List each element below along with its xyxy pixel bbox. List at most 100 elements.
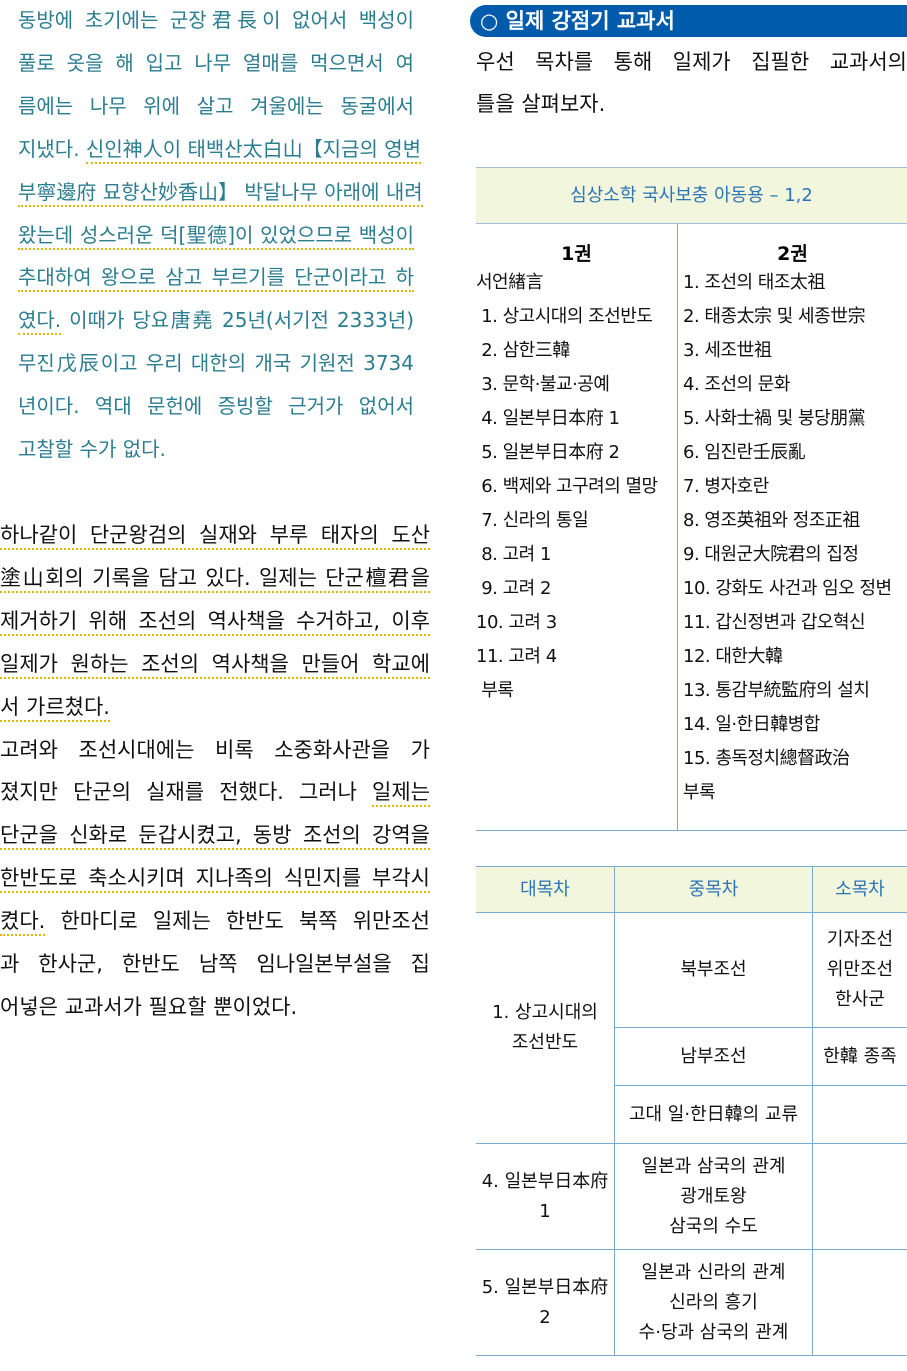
- text-line: 지냈다. 신인神人이 태백산太白山【지금의 영변: [18, 128, 422, 171]
- underlined-text: 일제가 원하는 조선의 역사책을 만들어 학교에: [0, 651, 430, 679]
- intro-line: 우선 목차를 통해 일제가 집필한 교과서의: [476, 50, 907, 74]
- underlined-text: 일제는: [372, 780, 430, 808]
- underlined-text: 塗山회의 기록을 담고 있다. 일제는 단군檀君을: [0, 565, 430, 593]
- text-segment: 고려와 조선시대에는 비록 소중화사관을 가: [0, 737, 430, 762]
- text-line: 였다. 이때가 당요唐堯 25년(서기전 2333년): [18, 299, 414, 342]
- table-row: 고대 일·한日韓의 교류: [476, 1085, 907, 1144]
- underlined-text: 추대하여 왕으로 삼고 부르기를 단군이라고 하: [18, 265, 414, 293]
- text-line: 고려와 조선시대에는 비록 소중화사관을 가: [0, 729, 430, 772]
- underlined-text: 한반도로 축소시키며 지나족의 식민지를 부각시: [0, 866, 430, 894]
- cell-major: 1. 상고시대의 조선반도: [476, 912, 615, 1144]
- text-segment: 이때가 당요唐堯 25년(서기전 2333년): [61, 308, 414, 333]
- outline-table: 대목차 중목차 소목차 1. 상고시대의 조선반도 북부조선 기자조선 위만조선 한사…: [476, 866, 907, 1356]
- text-segment: 졌지만 단군의 실재를 전했다. 그러나: [0, 780, 373, 805]
- cell-middle: 일본과 삼국의 관계 광개토왕 삼국의 수도: [614, 1143, 813, 1250]
- toc-item: 14. 일·한日韓병합: [683, 714, 820, 735]
- cell-middle: 북부조선: [614, 912, 813, 1028]
- table-header-row: 대목차 중목차 소목차: [476, 866, 907, 913]
- table-row: 1. 상고시대의 조선반도 북부조선 기자조선 위만조선 한사군: [476, 912, 907, 1144]
- toc-item: 9. 대원군大院君의 집정: [683, 544, 859, 565]
- toc-item: 7. 신라의 통일: [476, 510, 589, 531]
- toc-item: 5. 일본부日本府 2: [476, 442, 620, 463]
- toc-item: 8. 영조英祖와 정조正祖: [683, 510, 860, 531]
- text-line: 어넣은 교과서가 필요할 뿐이었다.: [0, 986, 430, 1029]
- text-line: 추대하여 왕으로 삼고 부르기를 단군이라고 하: [18, 256, 414, 299]
- cell-middle: 고대 일·한日韓의 교류: [614, 1085, 813, 1144]
- cell-major: 5. 일본부日本府 2: [476, 1249, 615, 1356]
- text-line: 제거하기 위해 조선의 역사책을 수거하고, 이후: [0, 600, 430, 643]
- toc-item: 2. 태종太宗 및 세종世宗: [683, 306, 866, 327]
- section-heading: ○ 일제 강점기 교과서: [470, 5, 907, 37]
- toc-volume-2: 2권 1. 조선의 태조太祖 2. 태종太宗 및 세종世宗 3. 세조世祖 4. 조선…: [678, 224, 907, 830]
- underlined-text: 신인神人이 태백산太白山【지금의 영변: [85, 136, 422, 164]
- underlined-text: 하나같이 단군왕검의 실재와 부루 태자의 도산: [0, 523, 430, 550]
- toc-item: 8. 고려 1: [476, 544, 551, 565]
- text-line: 년이다. 역대 문헌에 증빙할 근거가 없어서: [18, 385, 414, 428]
- text-segment: 년이다. 역대 문헌에 증빙할 근거가 없어서: [18, 394, 414, 419]
- toc-item: 서언緖言: [476, 272, 544, 293]
- toc-item: 10. 고려 3: [476, 612, 557, 633]
- text-line: 한반도로 축소시키며 지나족의 식민지를 부각시: [0, 857, 430, 900]
- cell-minor: 기자조선 위만조선 한사군: [812, 912, 907, 1028]
- underlined-text: 켰다.: [0, 909, 46, 937]
- toc-item: 1. 조선의 태조太祖: [683, 272, 825, 293]
- text-segment: 고찰할 수가 없다.: [18, 437, 166, 461]
- text-line: 塗山회의 기록을 담고 있다. 일제는 단군檀君을: [0, 557, 430, 600]
- intro-line: 틀을 살펴보자.: [476, 92, 606, 116]
- underlined-text: 제거하기 위해 조선의 역사책을 수거하고, 이후: [0, 608, 430, 636]
- text-line: 왔는데 성스러운 덕[聖德]이 있었으므로 백성이: [18, 214, 414, 257]
- table-row: 5. 일본부日本府 2 일본과 신라의 관계 신라의 흥기 수·당과 삼국의 관계: [476, 1249, 907, 1356]
- text-line: 과 한사군, 한반도 남쪽 임나일본부설을 집: [0, 943, 430, 986]
- toc-item: 9. 고려 2: [476, 578, 551, 599]
- toc-item: 6. 백제와 고구려의 멸망: [476, 476, 658, 497]
- underlined-text: 부寧邊府 묘향산妙香山】 박달나무 아래에 내려: [18, 179, 423, 207]
- cell-middle: 남부조선: [614, 1027, 813, 1086]
- text-segment: 무진戊辰이고 우리 대한의 개국 기원전 3734: [18, 351, 414, 376]
- toc-item: 6. 임진란壬辰亂: [683, 442, 806, 463]
- header-middle: 중목차: [614, 866, 813, 913]
- toc-item: 3. 세조世祖: [683, 340, 772, 361]
- text-segment: 과 한사군, 한반도 남쪽 임나일본부설을 집: [0, 952, 430, 976]
- toc-item: 10. 강화도 사건과 임오 정변: [683, 578, 892, 599]
- table-row: 남부조선 한韓 종족: [476, 1027, 907, 1086]
- cell-minor: 한韓 종족: [812, 1027, 907, 1086]
- toc-item: 7. 병자호란: [683, 476, 769, 497]
- toc-item: 12. 대한大韓: [683, 646, 783, 667]
- toc-item: 13. 통감부統監府의 설치: [683, 680, 870, 701]
- text-line: 서 가르쳤다.: [0, 686, 430, 729]
- text-segment: 름에는 나무 위에 살고 겨울에는 동굴에서: [18, 93, 414, 118]
- text-segment: 한마디로 일제는 한반도 북쪽 위만조선: [45, 909, 430, 934]
- toc-item: 15. 총독정치總督政治: [683, 748, 850, 769]
- text-line: 동방에 초기에는 군장君長이 없어서 백성이: [18, 0, 414, 42]
- text-line: 풀로 옷을 해 입고 나무 열매를 먹으면서 여: [18, 42, 414, 85]
- toc-item: 3. 문학·불교·공예: [476, 374, 610, 395]
- text-line: 부寧邊府 묘향산妙香山】 박달나무 아래에 내려: [18, 171, 423, 214]
- cell-middle: 일본과 신라의 관계 신라의 흥기 수·당과 삼국의 관계: [614, 1249, 813, 1356]
- toc-item: 4. 일본부日本府 1: [476, 408, 620, 429]
- text-line: 무진戊辰이고 우리 대한의 개국 기원전 3734: [18, 342, 414, 385]
- toc-item: 11. 고려 4: [476, 646, 557, 667]
- text-line: 일제가 원하는 조선의 역사책을 만들어 학교에: [0, 643, 430, 686]
- underlined-text: 였다.: [18, 308, 62, 336]
- toc-volume-heading: 2권: [777, 243, 808, 265]
- header-major: 대목차: [476, 866, 615, 913]
- toc-item: 5. 사화士禍 및 붕당朋黨: [683, 408, 866, 429]
- text-segment: 풀로 옷을 해 입고 나무 열매를 먹으면서 여: [18, 50, 414, 75]
- toc-item: 4. 조선의 문화: [683, 374, 790, 395]
- text-line: 단군을 신화로 둔갑시켰고, 동방 조선의 강역을: [0, 814, 430, 857]
- text-line: 고찰할 수가 없다.: [18, 428, 414, 471]
- text-segment: 동방에 초기에는 군장君長이 없어서 백성이: [18, 8, 414, 32]
- underlined-text: 왔는데 성스러운 덕[聖德]이 있었으므로 백성이: [18, 222, 414, 250]
- toc-item: 2. 삼한三韓: [476, 340, 570, 361]
- cell-minor: [812, 1249, 907, 1356]
- toc-item: 부록: [476, 680, 514, 701]
- toc-item: 11. 갑신정변과 갑오혁신: [683, 612, 866, 633]
- text-line: 름에는 나무 위에 살고 겨울에는 동굴에서: [18, 85, 414, 128]
- underlined-text: 서 가르쳤다.: [0, 694, 110, 722]
- cell-major: 4. 일본부日本府 1: [476, 1143, 615, 1250]
- header-minor: 소목차: [812, 866, 907, 913]
- toc-volume-heading: 1권: [561, 243, 592, 265]
- text-segment: 어넣은 교과서가 필요할 뿐이었다.: [0, 994, 298, 1019]
- cell-minor: [812, 1085, 907, 1144]
- toc-item: 부록: [683, 782, 716, 803]
